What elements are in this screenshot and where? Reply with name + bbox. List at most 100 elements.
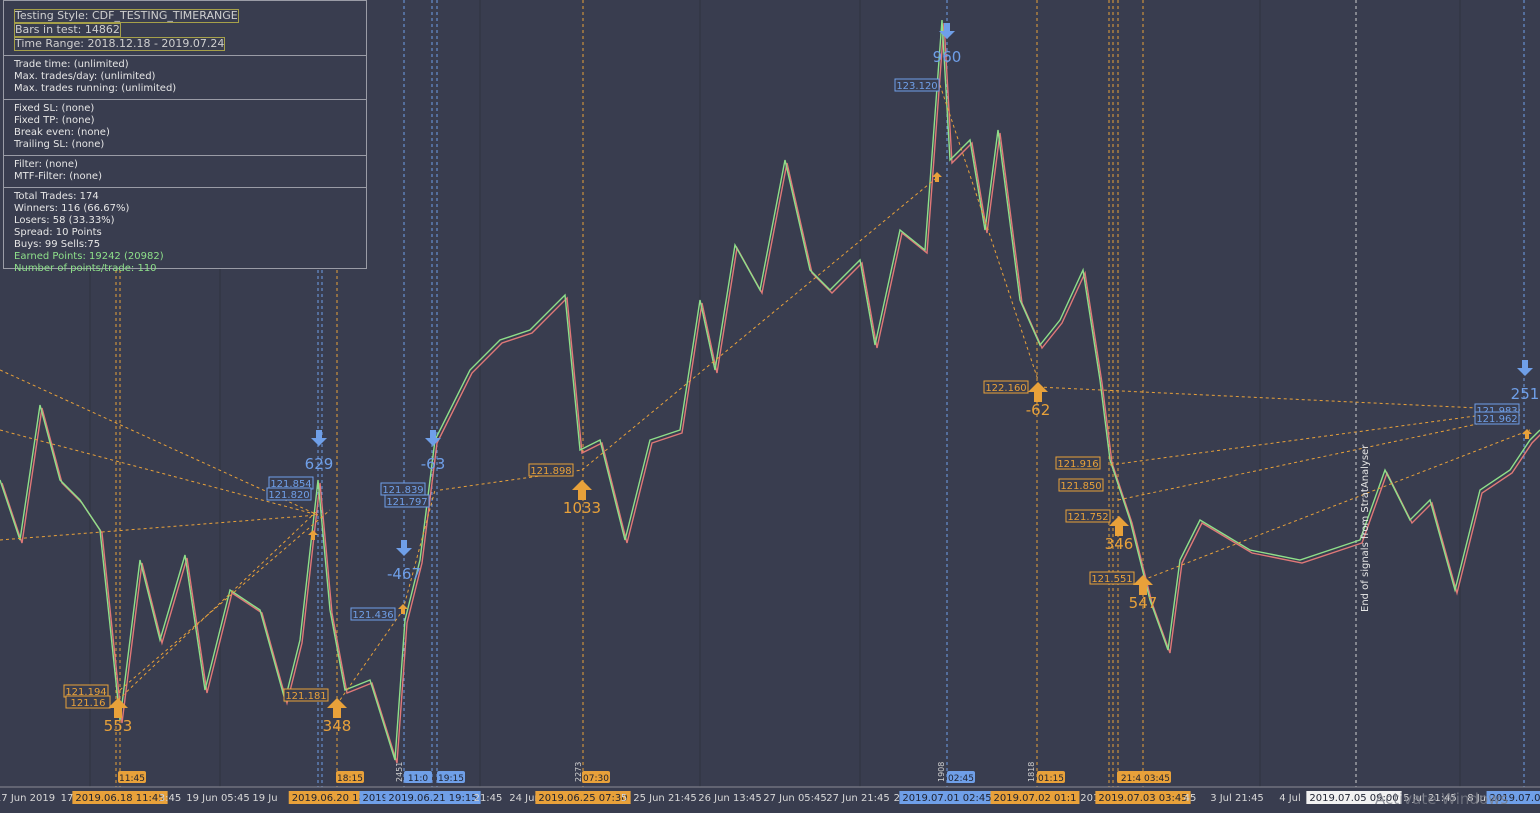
price-label-box: [1089, 571, 1135, 585]
price-label-box: [65, 695, 111, 709]
sell-arrow: [1517, 360, 1533, 376]
price-label-box: [528, 463, 574, 477]
buy-arrow: [108, 698, 128, 718]
panel-line: MTF-Filter: (none): [14, 171, 102, 182]
x-tick-label: 27 Jun 21:45: [826, 793, 890, 804]
panel-line: Max. trades/day: (unlimited): [14, 71, 156, 82]
time-tag: 03:45: [1144, 774, 1170, 784]
price-label: 121.962: [1476, 414, 1517, 425]
trade-result: 1033: [563, 499, 601, 517]
time-tag-box: [404, 771, 432, 783]
trade-result: 348: [323, 717, 352, 735]
time-tag: 11:45: [119, 774, 145, 784]
bar-count: 1908: [937, 762, 946, 782]
trade-result: -62: [1026, 401, 1051, 419]
panel-line: Buys: 99 Sells:75: [14, 239, 101, 250]
panel-line: Winners: 116 (66.67%): [14, 203, 130, 214]
entry-arrow: [308, 530, 318, 540]
time-tag: 21:4: [1121, 774, 1141, 784]
x-tick-label: 4 Jul: [1279, 793, 1301, 804]
panel-line: Max. trades running: (unlimited): [14, 83, 177, 94]
x-tick-highlight: [990, 791, 1080, 804]
time-tag: 19:15: [438, 774, 464, 784]
x-tick-label: 27 Jun 05:45: [763, 793, 827, 804]
price-label-box: [384, 494, 430, 508]
trade-connector: [1109, 409, 1521, 466]
trade-result: -467: [387, 565, 421, 583]
x-tick-label: 2019.07.02 01:1: [994, 793, 1077, 804]
trade-result: 629: [305, 455, 334, 473]
x-tick-label: 2019: [1080, 793, 1105, 804]
x-tick-highlight: [1306, 791, 1402, 804]
price-label: 121.551: [1091, 574, 1132, 585]
panel-line: Fixed TP: (none): [14, 115, 95, 126]
panel-line: Bars in test: 14862: [14, 23, 121, 37]
x-axis: 17 Jun 2019 17 2019.06.18 11:453:45 19 Jun …: [0, 790, 1540, 808]
x-tick-label: 2019.06.20 18:: [292, 793, 369, 804]
trade-result: 960: [933, 48, 962, 66]
price-label-box: [1055, 456, 1101, 470]
x-tick-label: 25 Jun 21:45: [633, 793, 697, 804]
watermark: Activate Windows: [1375, 790, 1508, 808]
time-tag-box: [1117, 771, 1145, 783]
buy-arrow: [572, 480, 592, 500]
price-label: 121.916: [1057, 459, 1098, 470]
time-tag-box: [1037, 771, 1065, 783]
trade-vertical-lines: [115, 0, 1525, 787]
price-label: 121.181: [285, 691, 326, 702]
panel-section: Fixed SL: (none) Fixed TP: (none) Break ev…: [4, 100, 366, 156]
x-tick-highlight: [72, 791, 168, 804]
price-label: 121.16: [71, 698, 106, 709]
sell-arrow: [396, 540, 412, 556]
panel-line: Fixed SL: (none): [14, 103, 95, 114]
price-label: 121.752: [1067, 512, 1108, 523]
buy-arrow: [327, 698, 347, 718]
trade-connector: [0, 369, 319, 516]
panel-line: Testing Style: CDF_TESTING_TIMERANGE: [14, 9, 239, 23]
x-tick-highlight: [899, 791, 995, 804]
x-tick-label: 3 Jul 21:45: [1210, 793, 1264, 804]
price-label-box: [266, 487, 312, 501]
buy-arrow: [1133, 575, 1153, 595]
trade-result: 251: [1511, 385, 1540, 403]
x-tick-label: 17: [61, 793, 74, 804]
price-label: 121.436: [352, 610, 393, 621]
entry-arrow: [932, 172, 942, 182]
x-tick-label: 26 Jun 13:45: [698, 793, 762, 804]
x-tick-label: 2019.07.05 09:00: [1309, 793, 1398, 804]
price-label: 123.120: [896, 81, 937, 92]
price-label-box: [1058, 478, 1104, 492]
trade-connector: [581, 174, 941, 471]
time-tag-box: [947, 771, 975, 783]
price-label: 121.194: [65, 687, 106, 698]
time-tag: 18:15: [337, 774, 363, 784]
panel-section: Trade time: (unlimited) Max. trades/day: …: [4, 56, 366, 100]
x-tick-label: 2019.0: [363, 793, 398, 804]
x-tick-label: 19 Ju: [252, 793, 277, 804]
price-line-up: [0, 19, 1540, 761]
x-tick-label: 5: [621, 793, 627, 804]
trade-connector: [0, 514, 319, 541]
x-axis-band: [0, 787, 1540, 813]
buy-arrow: [1109, 516, 1129, 536]
x-tick-highlight: [288, 791, 372, 804]
trade-connector: [339, 609, 404, 701]
trade-connector: [0, 429, 319, 516]
price-label-box: [350, 607, 396, 621]
time-tag: 02:45: [948, 774, 974, 784]
x-tick-highlight: [1486, 791, 1540, 804]
sell-arrow: [311, 430, 327, 446]
x-tick-label: 2019.06.25 07:30: [538, 793, 627, 804]
trade-connector: [939, 84, 1039, 381]
price-label: 121.820: [268, 490, 309, 501]
panel-section: Filter: (none) MTF-Filter: (none): [4, 156, 366, 188]
trade-result: 553: [104, 717, 133, 735]
trade-result: 547: [1129, 594, 1158, 612]
x-tick-label: 2019.07.01 02:45: [902, 793, 991, 804]
x-tick-label: 5 Jul 21:45: [1403, 793, 1457, 804]
price-label-box: [894, 78, 940, 92]
x-tick-label: 8 Jul: [1467, 793, 1489, 804]
panel-section: Total Trades: 174 Winners: 116 (66.67%) Lo…: [4, 188, 366, 279]
price-label-box: [1065, 509, 1111, 523]
